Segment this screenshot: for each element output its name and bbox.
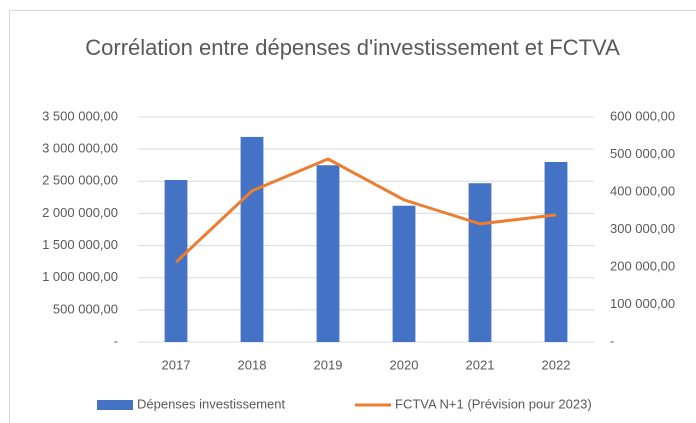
x-tick-label: 2017 <box>162 357 191 372</box>
y-tick-label: 500 000,00 <box>53 301 118 316</box>
y2-tick-label: 300 000,00 <box>610 221 675 236</box>
y2-tick-label: 400 000,00 <box>610 183 675 198</box>
y-tick-label: 3 500 000,00 <box>42 108 118 123</box>
bar <box>392 205 416 342</box>
y2-tick-label: 600 000,00 <box>610 108 675 123</box>
x-tick-label: 2022 <box>542 357 571 372</box>
x-tick-label: 2018 <box>238 357 267 372</box>
chart-frame <box>9 10 696 423</box>
y2-tick-label: 100 000,00 <box>610 296 675 311</box>
y2-tick-label: 200 000,00 <box>610 258 675 273</box>
bar <box>544 162 568 342</box>
bar <box>468 183 492 342</box>
legend-label: Dépenses investissement <box>137 396 286 411</box>
y-tick-label: 2 000 000,00 <box>42 205 118 220</box>
y2-tick-label: - <box>610 333 614 348</box>
x-tick-label: 2021 <box>466 357 495 372</box>
chart-title: Corrélation entre dépenses d'investissem… <box>85 35 620 60</box>
bar <box>240 136 264 342</box>
x-tick-label: 2020 <box>390 357 419 372</box>
y-tick-label: 1 500 000,00 <box>42 237 118 252</box>
y-tick-label: 3 000 000,00 <box>42 141 118 156</box>
bar <box>316 165 340 342</box>
line <box>174 157 557 264</box>
y-tick-label: 2 500 000,00 <box>42 173 118 188</box>
y-tick-label: 1 000 000,00 <box>42 269 118 284</box>
y2-tick-label: 500 000,00 <box>610 146 675 161</box>
y-tick-label: - <box>114 333 118 348</box>
legend-swatch <box>97 400 133 410</box>
x-tick-label: 2019 <box>314 357 343 372</box>
legend-label: FCTVA N+1 (Prévision pour 2023) <box>395 396 592 411</box>
